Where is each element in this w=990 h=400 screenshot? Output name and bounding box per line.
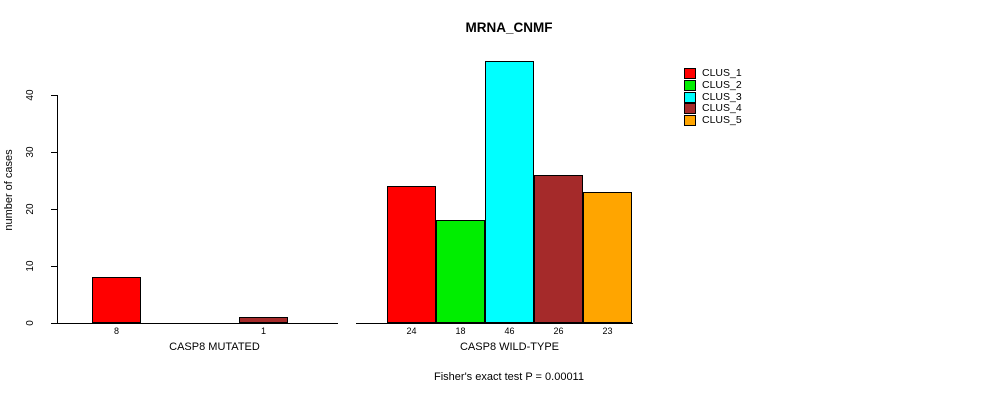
bar-clus_4: [239, 317, 288, 323]
y-axis-tick: [51, 152, 57, 153]
bar-value-label: 46: [504, 326, 515, 336]
y-axis-tick-label: 20: [24, 203, 36, 215]
y-axis-tick: [51, 209, 57, 210]
bar-value-label: 18: [455, 326, 466, 336]
y-axis-tick-label: 40: [24, 89, 36, 101]
x-axis-baseline: [57, 323, 338, 324]
footer-annotation: Fisher's exact test P = 0.00011: [434, 371, 584, 383]
bar-clus_2: [436, 220, 485, 323]
y-axis-tick: [51, 266, 57, 267]
x-axis-baseline: [356, 323, 633, 324]
legend-label: CLUS_1: [702, 67, 742, 79]
bar-value-label: 1: [260, 326, 266, 336]
legend-swatch-clus_3: [684, 91, 696, 103]
legend-label: CLUS_4: [702, 102, 742, 114]
bar-clus_1: [92, 277, 141, 323]
y-axis-tick-label: 0: [24, 320, 36, 326]
y-axis-tick: [51, 95, 57, 96]
bar-clus_1: [387, 186, 436, 323]
y-axis-line: [57, 95, 58, 324]
legend-swatch-clus_4: [684, 102, 696, 114]
y-axis-tick: [51, 323, 57, 324]
y-axis-tick-label: 30: [24, 146, 36, 158]
legend-item-clus_3: CLUS_3: [684, 91, 742, 103]
bar-clus_5: [583, 192, 632, 323]
bar-clus_3: [485, 61, 534, 323]
legend-item-clus_2: CLUS_2: [684, 79, 742, 91]
group-label: CASP8 MUTATED: [169, 341, 260, 353]
group-label: CASP8 WILD-TYPE: [459, 341, 560, 353]
y-axis-tick-label: 10: [24, 260, 36, 272]
legend-item-clus_1: CLUS_1: [684, 67, 742, 79]
legend-swatch-clus_2: [684, 79, 696, 91]
legend-item-clus_5: CLUS_5: [684, 114, 742, 126]
legend-swatch-clus_5: [684, 114, 696, 126]
legend-label: CLUS_2: [702, 79, 742, 91]
bar-value-label: 23: [602, 326, 613, 336]
bar-clus_4: [534, 175, 583, 323]
legend-swatch-clus_1: [684, 67, 696, 79]
bar-value-label: 24: [406, 326, 417, 336]
chart-title: MRNA_CNMF: [465, 20, 553, 35]
legend-label: CLUS_5: [702, 114, 742, 126]
legend-label: CLUS_3: [702, 91, 742, 103]
legend-item-clus_4: CLUS_4: [684, 102, 742, 114]
bar-value-label: 8: [113, 326, 119, 336]
bar-value-label: 26: [553, 326, 564, 336]
